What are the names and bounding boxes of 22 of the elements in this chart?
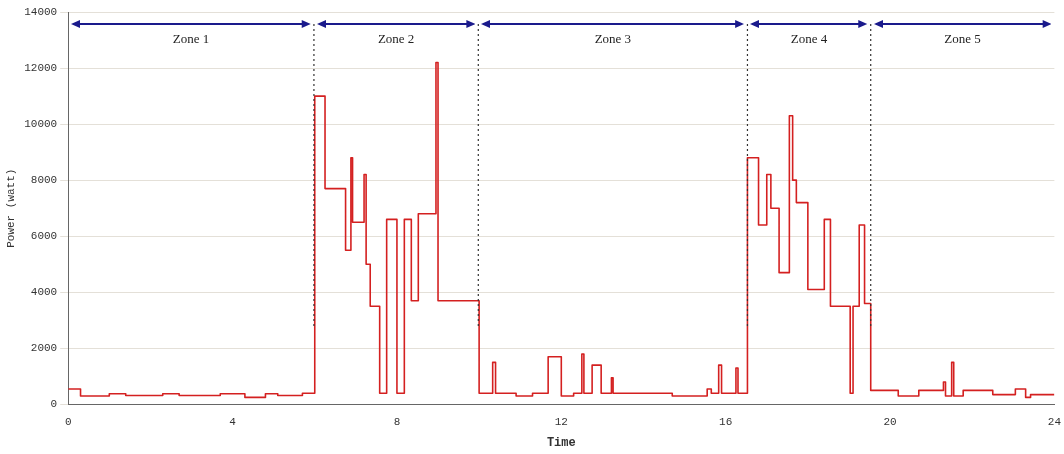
y-tick-label: 10000 bbox=[24, 118, 58, 131]
y-tick-label: 4000 bbox=[30, 286, 58, 299]
x-axis-title: Time bbox=[546, 435, 576, 450]
annotation: Zone 1 bbox=[172, 31, 210, 47]
y-axis-title: Power (watt) bbox=[4, 168, 17, 248]
x-tick-label: 20 bbox=[883, 415, 897, 428]
y-tick-label: 14000 bbox=[24, 5, 58, 18]
y-tick-label: 12000 bbox=[24, 61, 58, 74]
y-tick-label: 8000 bbox=[30, 174, 58, 187]
annotation: Zone 3 bbox=[594, 31, 632, 47]
annotation: Zone 5 bbox=[944, 31, 981, 47]
y-tick-label: 6000 bbox=[30, 230, 58, 243]
x-tick-label: 8 bbox=[393, 415, 401, 428]
annotation: Zone 4 bbox=[790, 31, 828, 47]
annotation: Zone 2 bbox=[377, 31, 415, 47]
x-tick-label: 12 bbox=[554, 415, 568, 428]
y-tick-label: 0 bbox=[50, 398, 58, 411]
x-tick-label: 4 bbox=[229, 415, 237, 428]
x-tick-label: 16 bbox=[719, 415, 733, 428]
x-tick-label: 0 bbox=[64, 415, 72, 428]
x-tick-label: 24 bbox=[1047, 415, 1062, 428]
y-tick-label: 2000 bbox=[30, 342, 58, 355]
